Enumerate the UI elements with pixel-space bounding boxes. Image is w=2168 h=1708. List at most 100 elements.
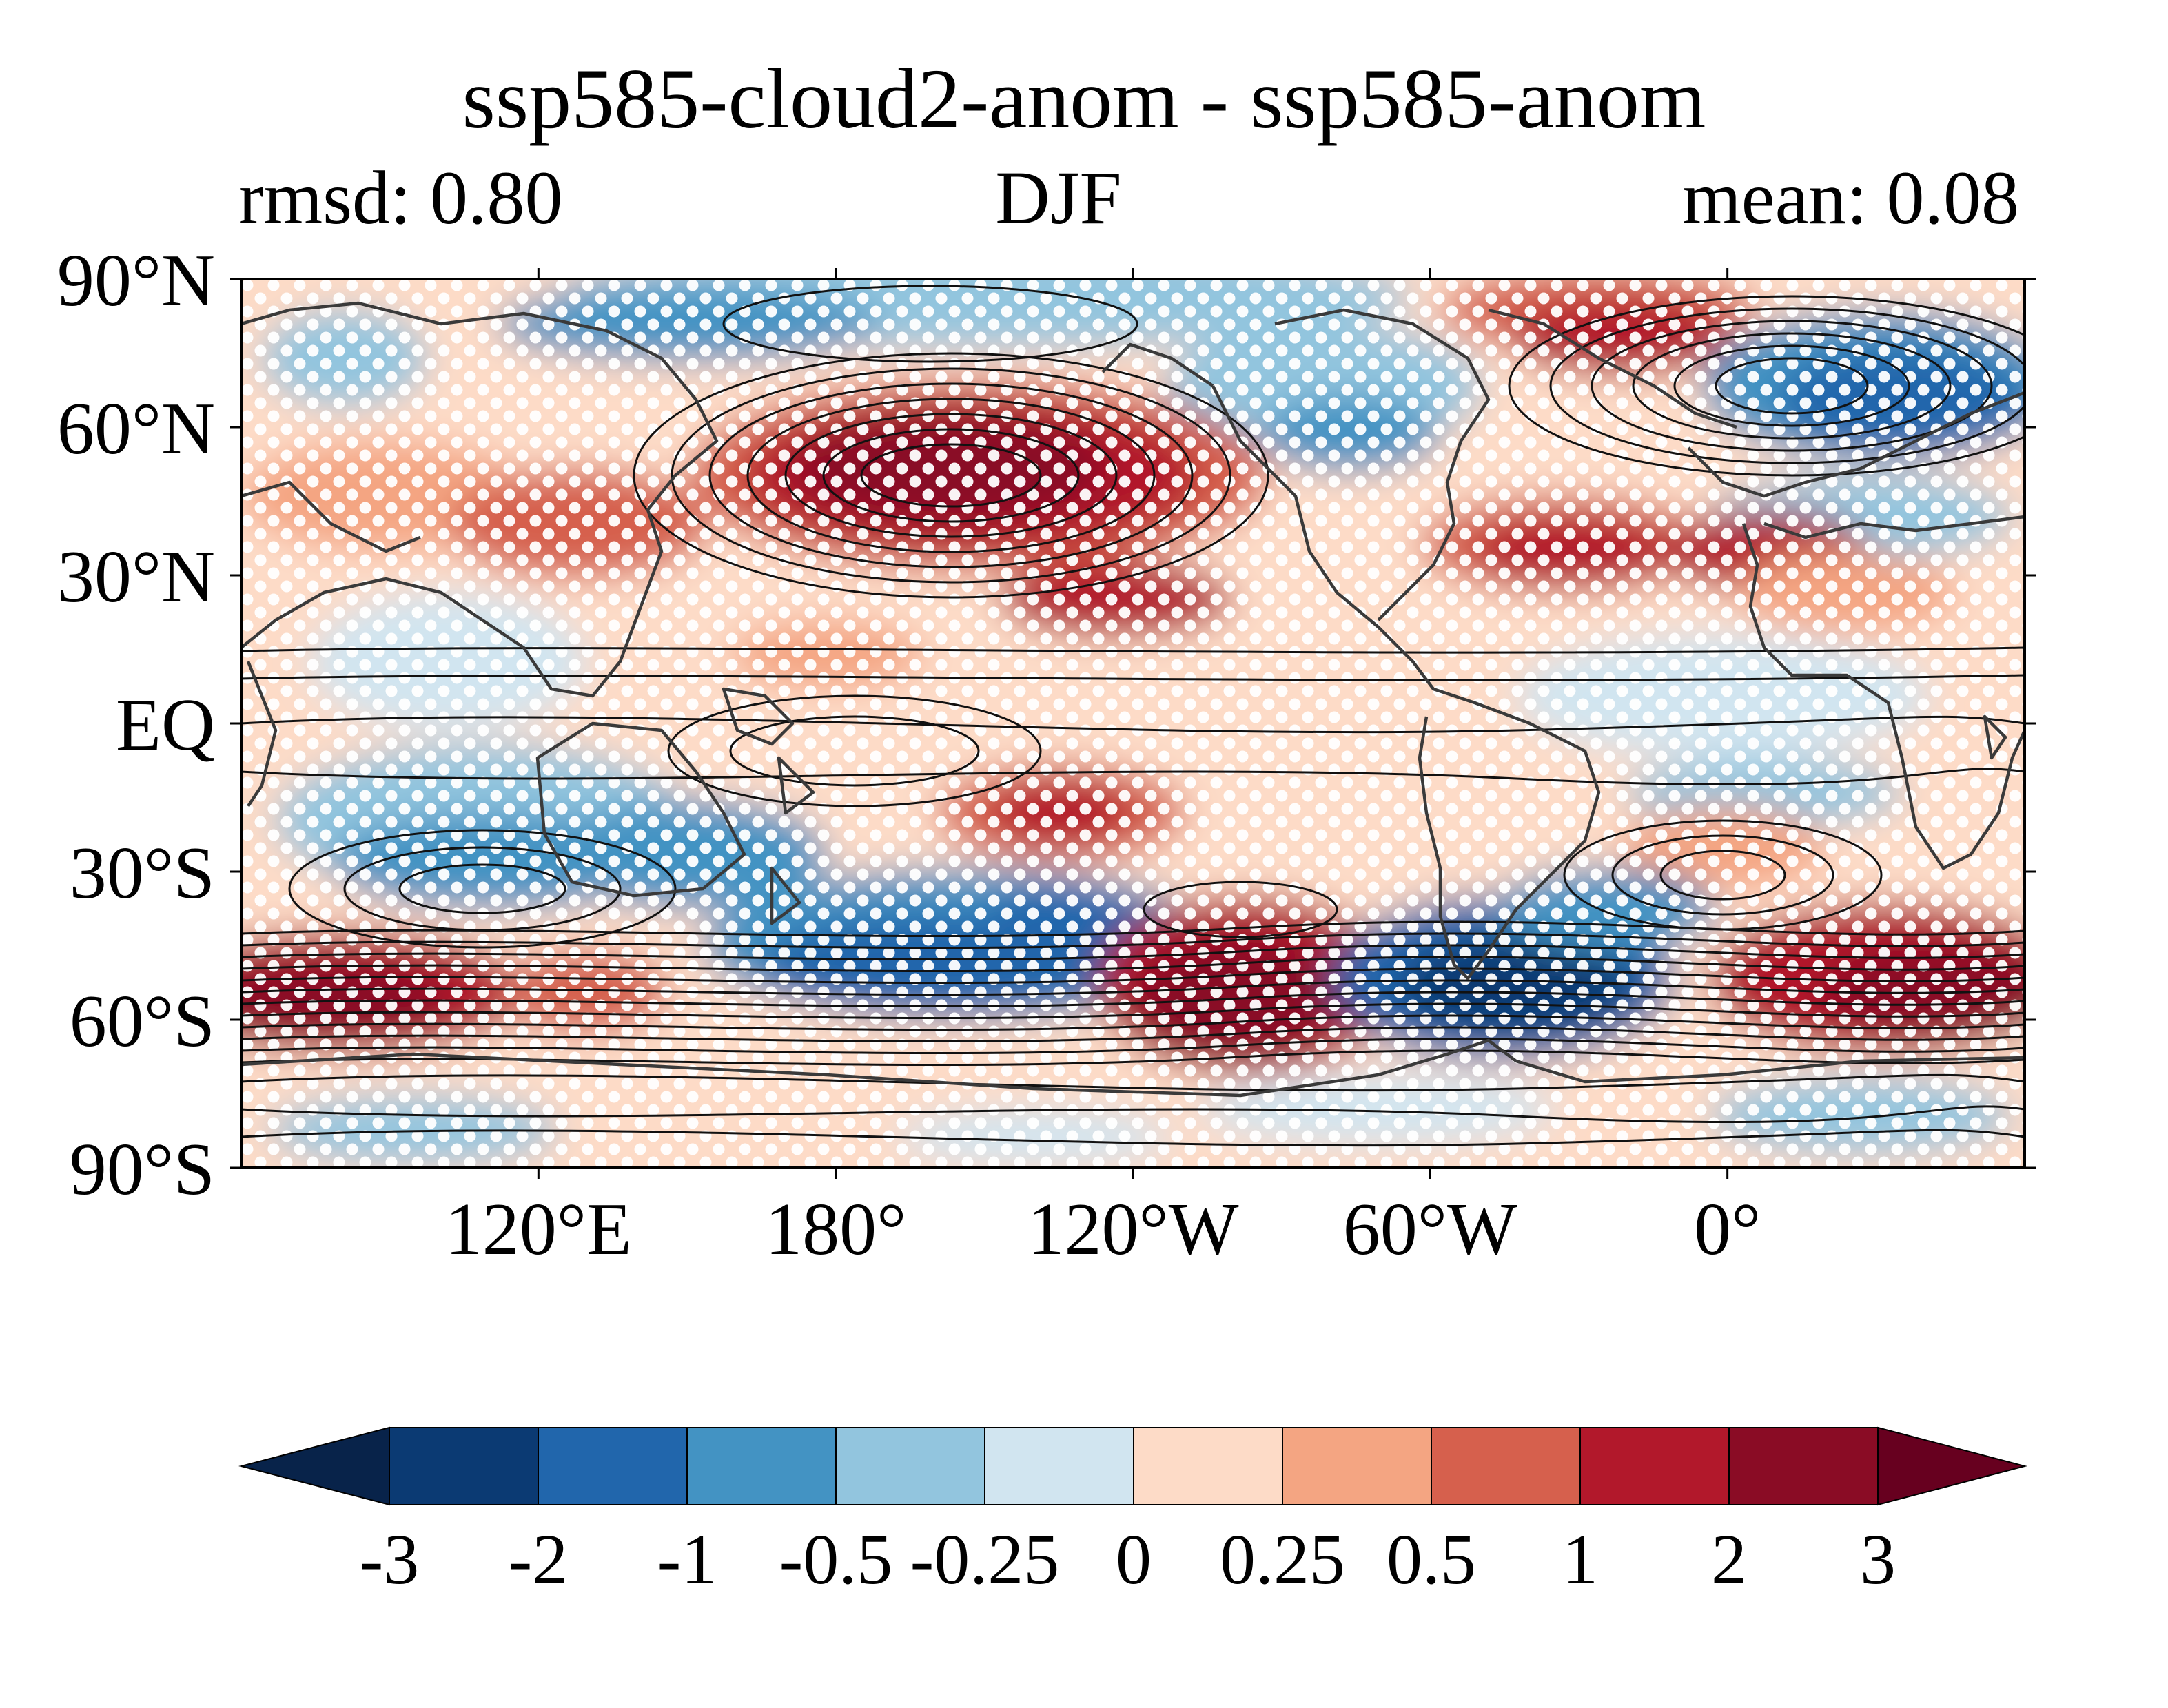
- latitude-tick-labels: 90°N 60°N 30°N EQ 30°S 60°S 90°S: [57, 240, 215, 1211]
- contour-line: [241, 979, 2025, 996]
- contour-line: [241, 1002, 2025, 1020]
- contour-line: [241, 920, 2025, 938]
- latitude-label: EQ: [116, 684, 215, 766]
- colorbar-segment: [1431, 1427, 1581, 1505]
- colorbar-segment: [984, 1427, 1134, 1505]
- colorbar-level-label: 0.25: [1220, 1520, 1345, 1599]
- latitude-label: 60°S: [70, 980, 215, 1062]
- contour-line: [729, 715, 980, 787]
- colorbar-level-label: 0.5: [1387, 1520, 1476, 1599]
- contour-line: [1508, 295, 2025, 477]
- contour-line: [1549, 307, 2025, 464]
- coastline: [1983, 714, 2007, 760]
- contour-line: [1591, 320, 1993, 452]
- coastline: [1741, 523, 2025, 870]
- colorbar-extend-high: [1877, 1426, 2027, 1506]
- coastline: [241, 480, 421, 553]
- colorbar-segment: [686, 1427, 837, 1505]
- rmsd-label: rmsd: 0.80: [238, 156, 563, 240]
- coastline: [535, 721, 746, 898]
- contour-line: [241, 1026, 2025, 1043]
- longitude-label: 180°: [765, 1189, 906, 1270]
- mean-label: mean: 0.08: [1682, 156, 2019, 240]
- colorbar-segment: [1282, 1427, 1432, 1505]
- contour-line: [1715, 357, 1869, 415]
- contour-line: [708, 382, 1194, 568]
- colorbar-level-label: -0.5: [779, 1520, 893, 1599]
- latitude-label: 30°N: [57, 536, 215, 618]
- coastline: [241, 1038, 2025, 1098]
- contour-line: [746, 398, 1156, 553]
- colorbar-level-label: -0.25: [910, 1520, 1060, 1599]
- colorbar-level-label: 0: [1116, 1520, 1152, 1599]
- longitude-tick-labels: 120°E 180° 120°W 60°W 0°: [445, 1189, 1761, 1270]
- colorbar-segment: [389, 1427, 539, 1505]
- contour-line: [241, 1073, 2025, 1092]
- contour-line: [822, 428, 1080, 523]
- contour-line: [1632, 332, 1952, 440]
- contour-line: [1659, 850, 1786, 901]
- contour-line: [241, 768, 2025, 786]
- coastline: [1763, 515, 2025, 539]
- colorbar: [238, 1426, 2027, 1506]
- contour-line: [241, 956, 2025, 973]
- contour-line: [241, 967, 2025, 985]
- coastline: [241, 301, 719, 698]
- contour-line: [241, 1038, 2025, 1055]
- longitude-label: 60°W: [1343, 1189, 1517, 1270]
- contour-line: [722, 285, 1138, 363]
- colorbar-segment: [835, 1427, 985, 1505]
- colorbar-segment: [1579, 1427, 1730, 1505]
- colorbar-segment: [538, 1427, 688, 1505]
- contour-line: [241, 646, 2025, 654]
- longitude-label: 120°E: [445, 1189, 632, 1270]
- coastline: [1687, 391, 2025, 498]
- contour-line: [1673, 344, 1910, 427]
- contour-line: [241, 944, 2025, 961]
- coastline: [1101, 342, 1214, 387]
- colorbar-level-label: 1: [1562, 1520, 1598, 1599]
- contour-line: [288, 829, 677, 949]
- colorbar-segment: [1728, 1427, 1879, 1505]
- contour-line: [241, 1014, 2025, 1031]
- coastlines: [241, 301, 2025, 1098]
- longitude-label: 120°W: [1027, 1189, 1238, 1270]
- contour-line: [1611, 834, 1834, 916]
- coastline: [1211, 384, 1435, 690]
- coastline: [722, 687, 795, 746]
- colorbar-level-label: -1: [657, 1520, 717, 1599]
- colorbar-segment: [1133, 1427, 1283, 1505]
- latitude-label: 30°S: [70, 832, 215, 914]
- contour-line: [398, 863, 566, 914]
- coastline: [1274, 308, 1491, 621]
- contour-line: [241, 1129, 2025, 1147]
- latitude-label: 90°N: [57, 240, 215, 322]
- contour-line: [633, 352, 1269, 599]
- coastline: [777, 756, 815, 815]
- season-label: DJF: [995, 156, 1122, 240]
- plot-title: ssp585-cloud2-anom - ssp585-anom: [462, 52, 1706, 146]
- contour-line: [241, 674, 2025, 681]
- axis-ticks: [230, 268, 2036, 1179]
- contour-line: [671, 367, 1231, 584]
- colorbar-level-label: 2: [1711, 1520, 1747, 1599]
- contour-line: [241, 932, 2025, 949]
- latitude-label: 90°S: [70, 1129, 215, 1211]
- colorbar-extend-low: [238, 1426, 390, 1506]
- coastline: [246, 661, 278, 807]
- coastline: [1488, 308, 1737, 429]
- colorbar-level-label: 3: [1860, 1520, 1896, 1599]
- longitude-label: 0°: [1694, 1189, 1761, 1270]
- contour-line: [241, 991, 2025, 1008]
- contour-line: [241, 715, 2025, 734]
- coastline: [1418, 687, 1601, 980]
- contour-line: [860, 443, 1042, 508]
- contour-line: [1143, 881, 1338, 938]
- map-panel: [241, 279, 2025, 1168]
- latitude-label: 60°N: [57, 388, 215, 470]
- contour-line: [667, 694, 1042, 807]
- coastline: [770, 866, 801, 925]
- contour-line: [784, 413, 1118, 538]
- contour-line: [241, 1105, 2025, 1124]
